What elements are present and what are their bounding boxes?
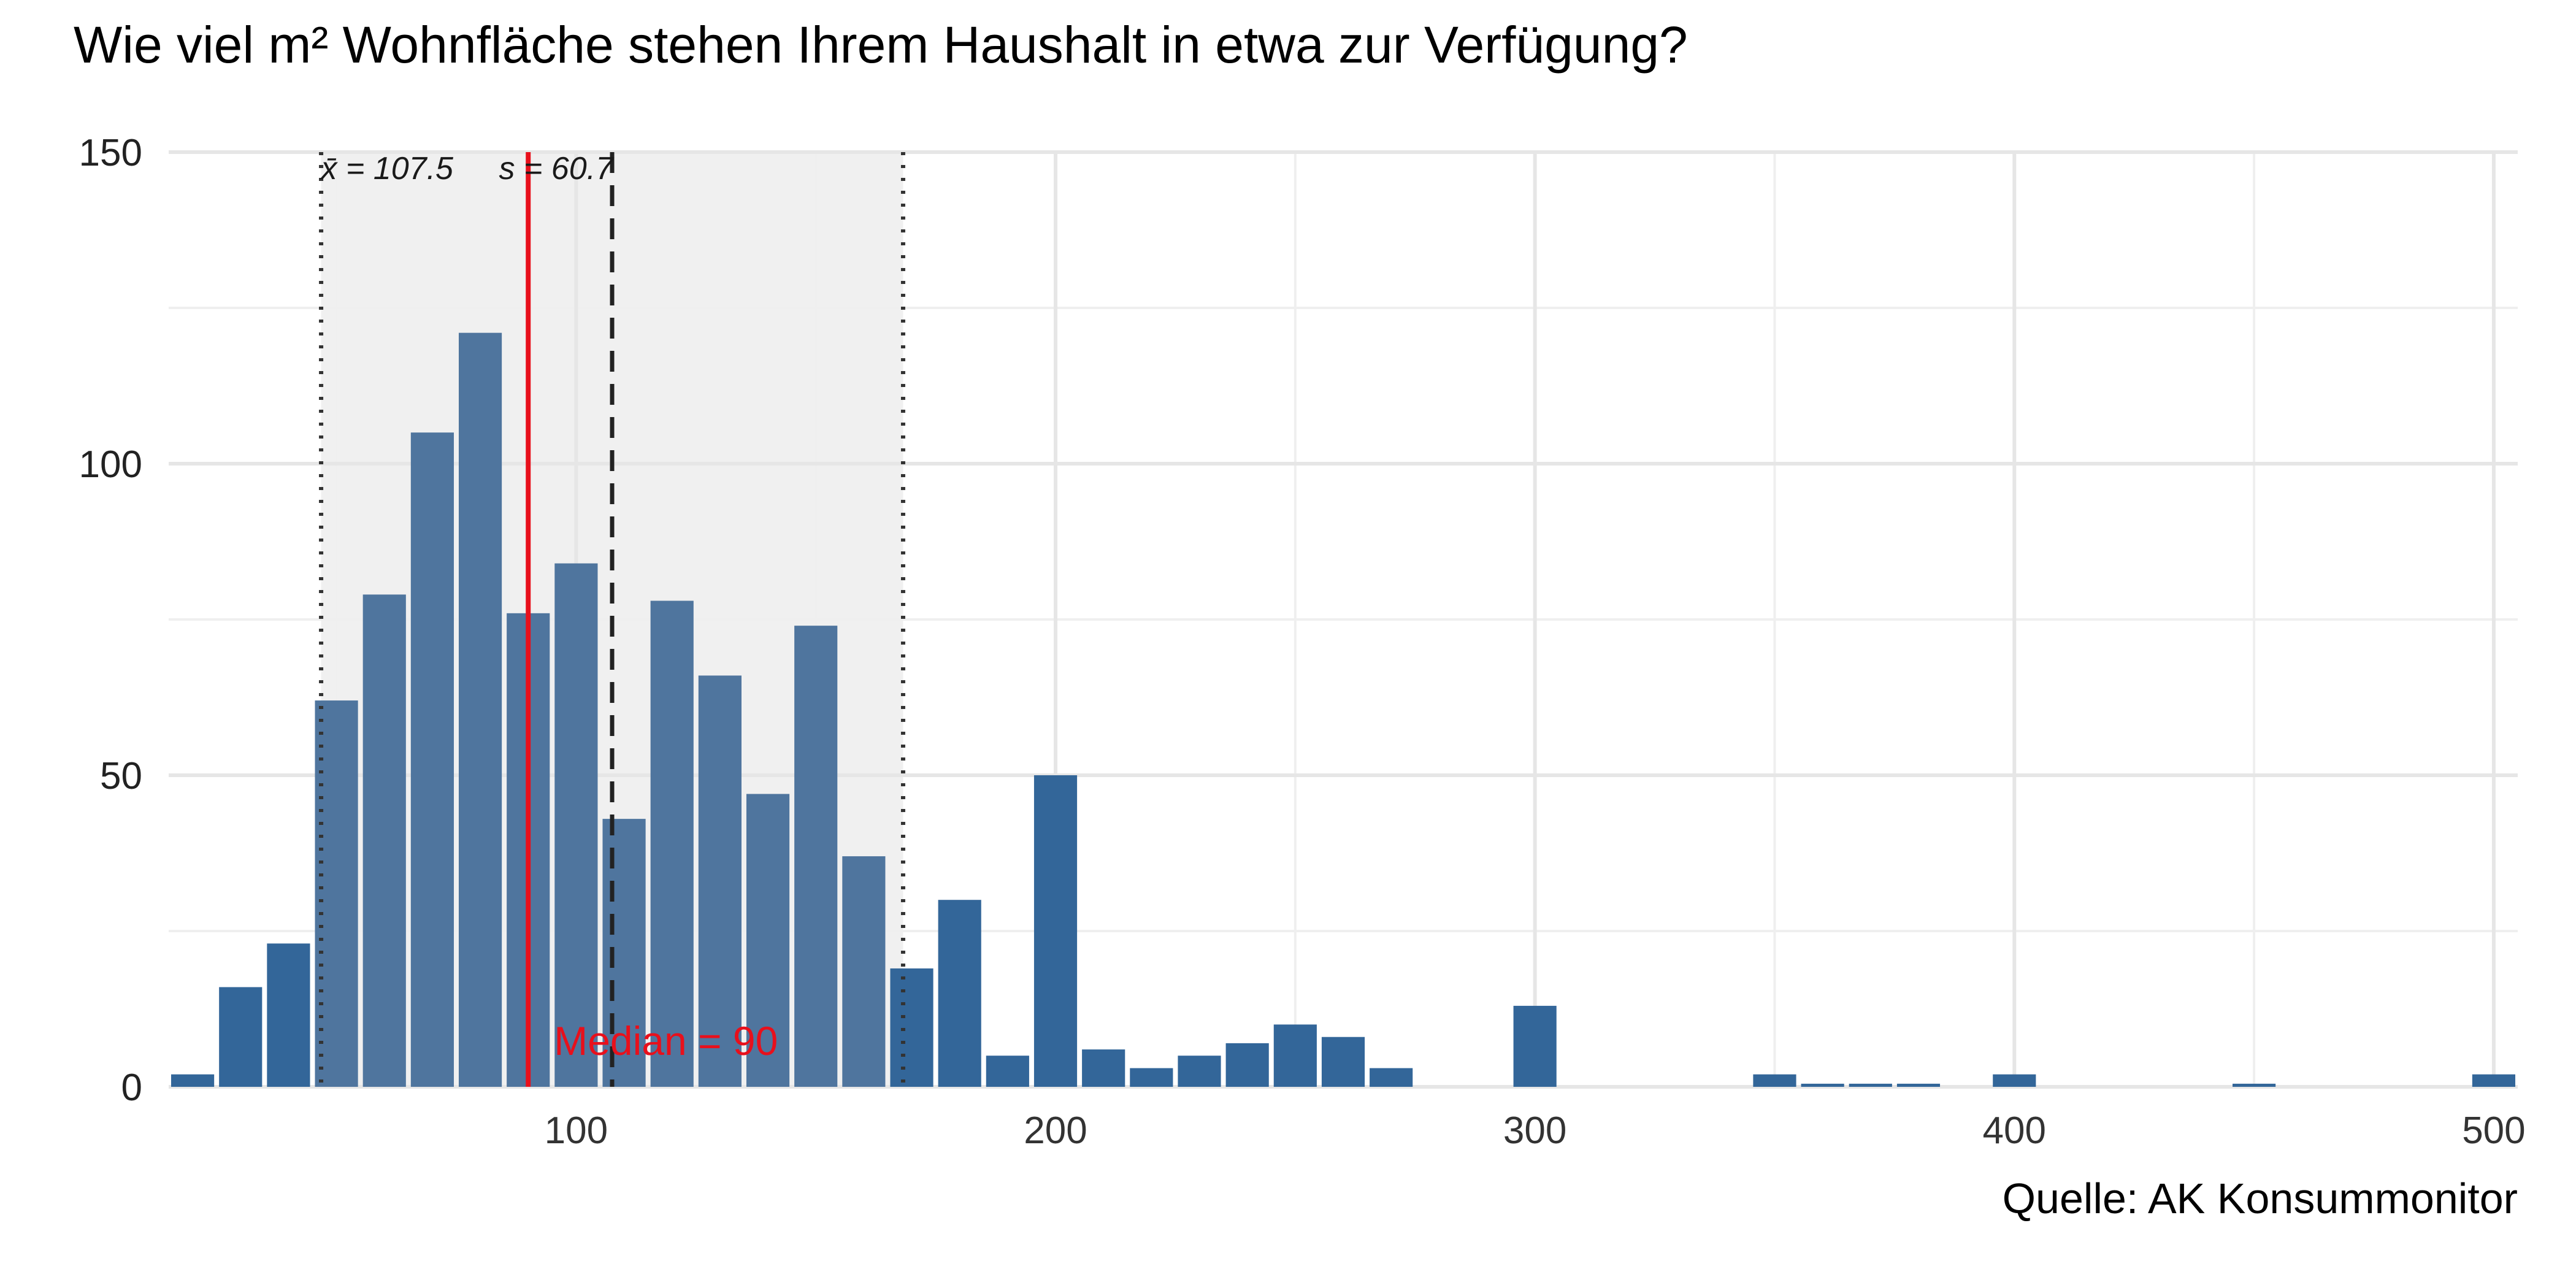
histogram-bar: [1321, 1037, 1365, 1087]
x-tick-label: 200: [1024, 1110, 1087, 1152]
histogram-bar: [410, 432, 454, 1087]
chart-title: Wie viel m² Wohnfläche stehen Ihrem Haus…: [74, 16, 1688, 74]
histogram-bar: [1082, 1049, 1125, 1087]
histogram-bar: [1033, 775, 1078, 1087]
histogram-bar: [1993, 1074, 2036, 1087]
histogram-bar: [842, 856, 886, 1087]
histogram-bar: [554, 563, 598, 1087]
histogram-bar: [219, 987, 263, 1087]
y-tick-label: 0: [121, 1067, 142, 1109]
histogram-bar: [1849, 1083, 1892, 1087]
mean-stat-label: x̄ = 107.5: [320, 151, 454, 186]
histogram-bar: [938, 900, 981, 1087]
x-tick-label: 500: [2462, 1110, 2525, 1152]
x-tick-label: 400: [1983, 1110, 2046, 1152]
y-axis-ticks: 0 50 100 150: [79, 132, 142, 1109]
histogram-bar: [794, 626, 838, 1087]
histogram-bar: [1225, 1043, 1269, 1087]
histogram-bar: [1273, 1024, 1317, 1087]
sd-stat-label: s = 60.7: [499, 151, 615, 186]
histogram-bar: [1370, 1068, 1413, 1087]
histogram-bar: [602, 819, 646, 1087]
chart-caption: Quelle: AK Konsummonitor: [2003, 1175, 2518, 1222]
y-tick-label: 150: [79, 132, 142, 174]
histogram-bar: [2233, 1083, 2276, 1087]
histogram-bar: [698, 675, 742, 1087]
histogram-bar: [1178, 1056, 1221, 1087]
histogram-bar: [267, 943, 310, 1087]
histogram-bar: [2472, 1074, 2515, 1087]
histogram-bar: [650, 600, 694, 1087]
x-axis-ticks: 100 200 300 400 500: [545, 1110, 2526, 1152]
histogram-bar: [315, 700, 358, 1087]
histogram-bar: [1801, 1083, 1844, 1087]
y-tick-label: 50: [100, 755, 142, 797]
x-tick-label: 100: [545, 1110, 608, 1152]
histogram-bar: [1130, 1068, 1173, 1087]
histogram-bar: [986, 1056, 1029, 1087]
histogram-bar: [362, 594, 406, 1087]
y-tick-label: 100: [79, 443, 142, 486]
x-tick-label: 300: [1503, 1110, 1566, 1152]
median-label: Median = 90: [554, 1018, 778, 1064]
histogram-bar: [171, 1074, 215, 1087]
histogram-bar: [746, 794, 790, 1087]
histogram-bar: [1896, 1083, 1941, 1087]
histogram-bar: [1753, 1074, 1796, 1087]
reference-lines-layer: x̄ = 107.5 s = 60.7 Median = 90: [319, 151, 905, 1087]
histogram-bar: [458, 332, 502, 1087]
histogram-bar: [890, 968, 933, 1087]
histogram-bar: [1513, 1005, 1557, 1087]
